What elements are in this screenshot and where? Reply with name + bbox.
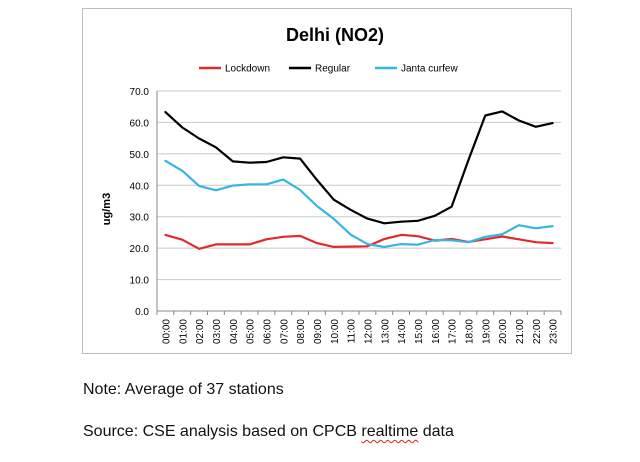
series-line-janta-curfew [164,159,554,248]
x-tick-label: 03:00 [212,319,223,344]
source-suffix: data [418,423,454,440]
y-axis: 0.0 10.0 20.0 30.0 40.0 50.0 60.0 70.0 [130,87,158,318]
x-tick-label: 22:00 [532,319,543,344]
x-tick-label: 00:00 [161,319,172,344]
source-prefix: Source: CSE analysis based on CPCB [83,423,362,440]
y-tick-label: 70.0 [130,87,150,98]
x-tick-label: 13:00 [380,319,391,344]
x-tick-label: 23:00 [549,319,560,344]
x-tick-label: 08:00 [296,319,307,344]
note-text: Note: Average of 37 stations [83,381,284,398]
x-tick-label: 10:00 [330,319,341,344]
x-tick-label: 09:00 [313,319,324,344]
x-tick-label: 05:00 [246,319,257,344]
x-tick-label: 01:00 [178,319,189,344]
y-tick-label: 40.0 [130,181,150,192]
x-tick-label: 14:00 [397,319,408,344]
y-tick-label: 30.0 [130,213,150,224]
x-tick-label: 21:00 [515,319,526,344]
x-axis: 00:00 01:00 02:00 03:00 04:00 05:00 06:00 07:00… [156,310,562,344]
series-line-lockdown [164,233,554,250]
chart-title: Delhi (NO2) [286,25,384,45]
x-tick-label: 17:00 [448,319,459,344]
chart-frame: Delhi (NO2) Lockdown Regular Janta curfew … [82,8,572,354]
y-tick-label: 50.0 [130,150,150,161]
x-tick-label: 18:00 [464,319,475,344]
x-tick-label: 02:00 [195,319,206,344]
line-chart: Delhi (NO2) Lockdown Regular Janta curfew … [101,25,562,344]
x-tick-label: 16:00 [431,319,442,344]
source-flagged-word: realtime [361,423,419,440]
y-tick-label: 60.0 [130,118,150,129]
legend-label: Lockdown [225,64,270,75]
x-tick-label: 20:00 [498,319,509,344]
legend-label: Janta curfew [401,64,458,75]
x-tick-label: 12:00 [363,319,374,344]
x-tick-label: 11:00 [347,319,358,344]
y-tick-label: 20.0 [130,244,150,255]
y-tick-label: 10.0 [130,276,150,287]
x-tick-label: 19:00 [481,319,492,344]
x-tick-label: 04:00 [229,319,240,344]
y-axis-label: ug/m3 [101,193,113,225]
x-tick-label: 06:00 [262,319,273,344]
legend-label: Regular [315,64,351,75]
grid [157,90,561,281]
series-line-regular [164,110,554,225]
series-layer [164,110,554,250]
source-text: Source: CSE analysis based on CPCB realt… [83,423,454,441]
y-tick-label: 0.0 [135,307,149,318]
legend: Lockdown Regular Janta curfew [199,64,458,75]
x-tick-label: 15:00 [414,319,425,344]
x-tick-label: 07:00 [279,319,290,344]
